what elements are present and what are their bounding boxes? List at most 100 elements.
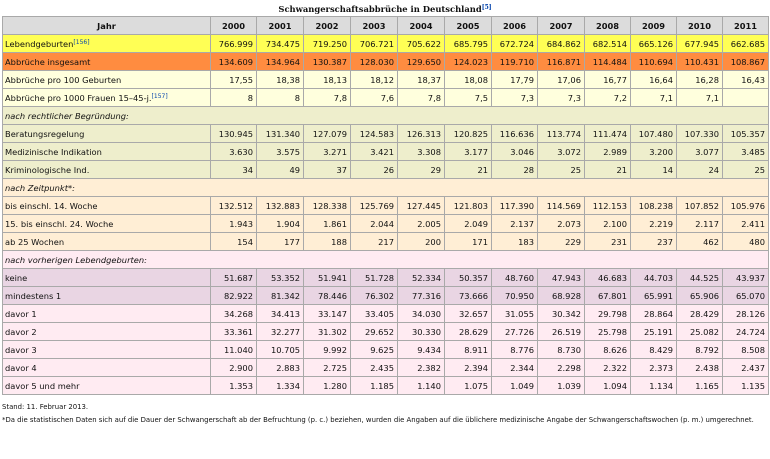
row-label: Medizinische Indikation	[2, 142, 211, 161]
reference-link[interactable]: [156]	[73, 39, 90, 46]
table-row: 15. bis einschl. 24. Woche 1.943 1.904 1.86…	[2, 214, 769, 233]
table-cell: 705.622	[397, 34, 445, 53]
table-cell: 8.792	[676, 340, 723, 359]
table-cell: 8.429	[630, 340, 677, 359]
reference-link[interactable]: [157]	[151, 93, 168, 100]
table-cell: 48.760	[491, 268, 538, 287]
row-label: davor 5 und mehr	[2, 376, 211, 395]
table-cell: 2.005	[397, 214, 445, 233]
table-cell: 21	[444, 160, 492, 179]
table-cell: 18,12	[350, 70, 398, 89]
table-title: Schwangerschaftsabbrüche in Deutschland	[278, 4, 482, 14]
row-label-text: davor 5 und mehr	[5, 380, 80, 391]
table-row: ab 25 Wochen 154 177 188 217 200 171 183 229 231 2…	[2, 232, 769, 251]
table-cell: 662.685	[722, 34, 769, 53]
table-cell: 116.636	[491, 124, 538, 143]
table-cell: 131.340	[256, 124, 304, 143]
table-cell: 237	[630, 232, 677, 251]
table-cell: 110.431	[676, 52, 723, 71]
table-cell: 21	[584, 160, 631, 179]
table-cell: 2.322	[584, 358, 631, 377]
table-notes: Stand: 11. Februar 2013. *Da die statist…	[2, 401, 770, 427]
table-cell: 130.387	[303, 52, 351, 71]
table-cell: 11.040	[210, 340, 257, 359]
table-cell: 126.313	[397, 124, 445, 143]
row-label-text: Medizinische Indikation	[5, 146, 102, 157]
table-cell: 17,06	[537, 70, 585, 89]
table-cell: 2.435	[350, 358, 398, 377]
table-cell: 7,3	[491, 88, 538, 107]
table-cell: 16,43	[722, 70, 769, 89]
table-cell: 3.630	[210, 142, 257, 161]
row-label: Beratungsregelung	[2, 124, 211, 143]
table-cell: 685.795	[444, 34, 492, 53]
table-cell: 65.070	[722, 286, 769, 305]
table-cell: 127.445	[397, 196, 445, 215]
table-cell: 8	[210, 88, 257, 107]
table-cell: 51.687	[210, 268, 257, 287]
table-cell: 33.147	[303, 304, 351, 323]
table-cell: 29	[397, 160, 445, 179]
section-row: nach rechtlicher Begründung:	[2, 106, 769, 125]
header-year-2006: 2006	[491, 16, 538, 35]
section-row: nach Zeitpunkt*:	[2, 178, 769, 197]
table-row: keine 51.687 53.352 51.941 51.728 52.334 50.35…	[2, 268, 769, 287]
table-cell: 1.353	[210, 376, 257, 395]
table-cell: 130.945	[210, 124, 257, 143]
table-row: Abbrüche pro 100 Geburten 17,55 18,38 18,13…	[2, 70, 769, 89]
row-label: davor 1	[2, 304, 211, 323]
table-cell: 116.871	[537, 52, 585, 71]
table-cell: 8.730	[537, 340, 585, 359]
table-cell: 719.250	[303, 34, 351, 53]
row-label-text: nach rechtlicher Begründung:	[5, 110, 129, 121]
table-cell: 29.798	[584, 304, 631, 323]
table-cell: 53.352	[256, 268, 304, 287]
table-cell: 766.999	[210, 34, 257, 53]
row-label-text: Abbrüche pro 1000 Frauen 15–45-j.	[5, 93, 152, 103]
table-cell: 28.126	[722, 304, 769, 323]
table-cell: 14	[630, 160, 677, 179]
table-body: Lebendgeburten[156] 766.999 734.475 719.250…	[2, 34, 769, 395]
header-year-2003: 2003	[350, 16, 398, 35]
section-row: nach vorherigen Lebendgeburten:	[2, 250, 769, 269]
table-cell: 82.922	[210, 286, 257, 305]
table-cell: 34.268	[210, 304, 257, 323]
table-cell: 25.798	[584, 322, 631, 341]
table-cell: 3.072	[537, 142, 585, 161]
table-cell: 25.191	[630, 322, 677, 341]
table-cell	[722, 88, 769, 107]
table-cell: 50.357	[444, 268, 492, 287]
row-label: Abbrüche pro 1000 Frauen 15–45-j.[157]	[2, 88, 211, 107]
table-cell: 24.724	[722, 322, 769, 341]
table-cell: 67.801	[584, 286, 631, 305]
table-cell: 24	[676, 160, 723, 179]
caption-reference-link[interactable]: [5]	[481, 4, 492, 11]
table-cell: 32.277	[256, 322, 304, 341]
table-cell: 18,13	[303, 70, 351, 89]
row-label: ab 25 Wochen	[2, 232, 211, 251]
table-row: davor 4 2.900 2.883 2.725 2.435 2.382 2.394 2.3…	[2, 358, 769, 377]
table-cell: 52.334	[397, 268, 445, 287]
table-cell: 44.703	[630, 268, 677, 287]
table-cell: 7,8	[397, 88, 445, 107]
table-cell: 113.774	[537, 124, 585, 143]
table-cell: 9.434	[397, 340, 445, 359]
table-cell: 107.480	[630, 124, 677, 143]
row-label: mindestens 1	[2, 286, 211, 305]
table-cell: 1.135	[722, 376, 769, 395]
row-label: Abbrüche insgesamt	[2, 52, 211, 71]
table-cell: 2.437	[722, 358, 769, 377]
table-cell: 1.049	[491, 376, 538, 395]
table-cell: 7,1	[676, 88, 723, 107]
row-label-text: mindestens 1	[5, 290, 62, 301]
table-cell: 3.271	[303, 142, 351, 161]
row-label-text: bis einschl. 14. Woche	[5, 200, 98, 211]
table-cell: 7,1	[630, 88, 677, 107]
table-row: davor 3 11.040 10.705 9.992 9.625 9.434 8.911 8…	[2, 340, 769, 359]
table-cell: 2.298	[537, 358, 585, 377]
table-cell: 65.991	[630, 286, 677, 305]
table-cell: 127.079	[303, 124, 351, 143]
table-cell: 129.650	[397, 52, 445, 71]
footnote: *Da die statistischen Daten sich auf die…	[2, 416, 754, 424]
table-cell: 110.694	[630, 52, 677, 71]
